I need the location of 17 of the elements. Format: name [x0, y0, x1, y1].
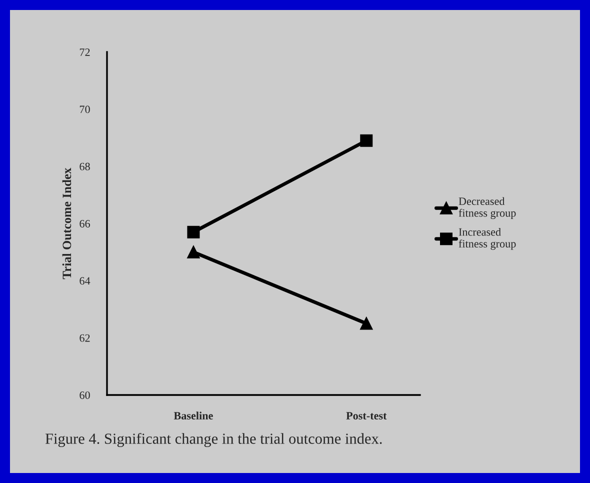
point	[187, 246, 200, 258]
x-tick-label: Post-test	[346, 412, 387, 420]
legend-label: Decreased fitness group	[458, 197, 516, 220]
y-tick-label: 66	[80, 220, 90, 228]
y-axis-title: Trial Outcome Index	[62, 168, 72, 280]
y-tick-label: 64	[80, 277, 90, 285]
y-tick-label: 60	[80, 391, 90, 399]
y-tick-label: 72	[80, 48, 90, 56]
y-tick-label: 70	[80, 106, 90, 114]
caption: Figure 4. Significant change in the trial outcome index.	[45, 432, 382, 448]
y-tick-label: 62	[80, 334, 90, 342]
point	[187, 226, 200, 238]
x-tick-label: Baseline	[174, 412, 213, 420]
y-tick-label: 68	[80, 162, 90, 170]
point	[360, 134, 373, 147]
legend-label: Increased fitness group	[458, 228, 516, 250]
point	[360, 317, 373, 330]
